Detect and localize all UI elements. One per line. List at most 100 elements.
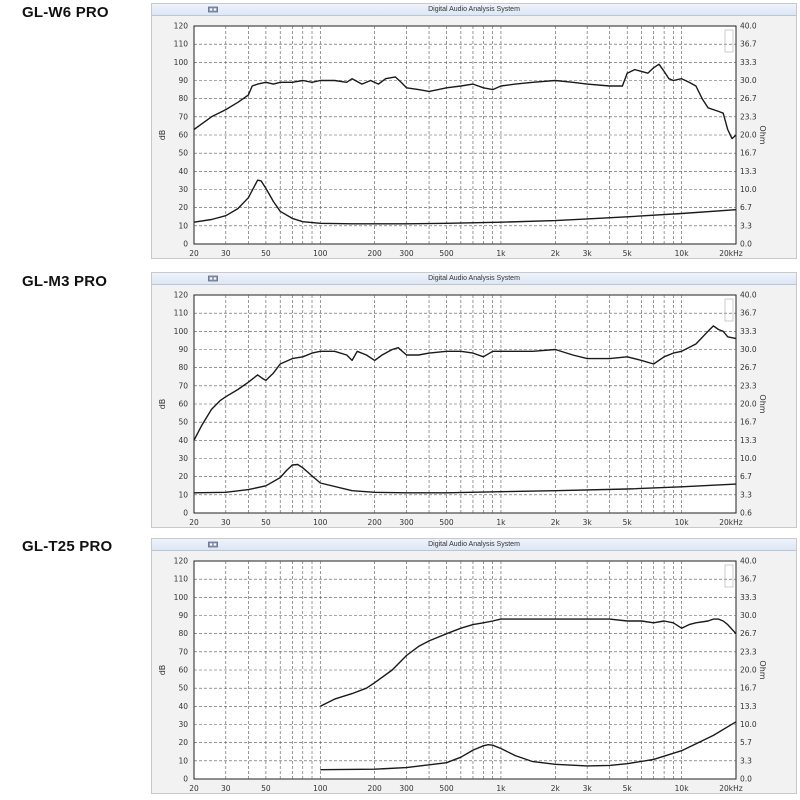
y-tick-label: 70 [178, 112, 188, 121]
y-axis-label: dB [158, 665, 167, 676]
y-tick-label: 120 [174, 291, 189, 300]
y2-tick-label: 33.3 [740, 58, 757, 67]
app-icon [208, 6, 218, 13]
y2-tick-label: 26.7 [740, 94, 757, 103]
x-tick-label: 20kHz [719, 784, 743, 793]
y2-tick-label: 16.7 [740, 418, 757, 427]
y2-tick-label: 33.3 [740, 593, 757, 602]
y-tick-label: 60 [178, 666, 188, 675]
y-tick-label: 120 [174, 22, 189, 31]
x-tick-label: 300 [399, 784, 414, 793]
x-tick-label: 100 [313, 249, 328, 258]
y2-tick-label: 13.3 [740, 436, 757, 445]
y-tick-label: 50 [178, 149, 188, 158]
x-tick-label: 500 [439, 518, 454, 527]
y2-tick-label: 36.7 [740, 309, 757, 318]
y2-tick-label: 23.3 [740, 112, 757, 121]
model-title-2: GL-M3 PRO [22, 273, 108, 290]
x-tick-label: 20 [189, 784, 199, 793]
x-tick-label: 300 [399, 518, 414, 527]
y2-tick-label: 10.0 [740, 454, 757, 463]
impedance-curve [320, 721, 737, 771]
y-tick-label: 20 [178, 203, 188, 212]
y-tick-label: 10 [178, 756, 188, 765]
y-tick-label: 0 [183, 509, 188, 518]
y-tick-label: 60 [178, 400, 188, 409]
y2-tick-label: 6.7 [740, 203, 752, 212]
y2-tick-label: 10.0 [740, 720, 757, 729]
y-tick-label: 40 [178, 436, 188, 445]
y-tick-label: 100 [174, 58, 189, 67]
frequency-response-chart: 0 10 20 30 40 50 60 70 80 90 100 110 120 0.6 3.3 6.7 10.… [158, 291, 767, 528]
frequency-response-curve [319, 618, 737, 707]
window-titlebar: Digital Audio Analysis System [152, 4, 796, 16]
y2-tick-label: 16.7 [740, 684, 757, 693]
y-tick-label: 20 [178, 472, 188, 481]
x-tick-label: 50 [261, 518, 271, 527]
y2-tick-label: 23.3 [740, 381, 757, 390]
x-tick-label: 5k [623, 784, 633, 793]
y-tick-label: 10 [178, 490, 188, 499]
y-tick-label: 70 [178, 647, 188, 656]
y2-tick-label: 3.3 [740, 490, 752, 499]
y2-axis-label: Ohm [758, 660, 767, 679]
y2-tick-label: 26.7 [740, 363, 757, 372]
impedance-curve [193, 179, 737, 225]
window-title: Digital Audio Analysis System [428, 6, 520, 13]
y-tick-label: 20 [178, 738, 188, 747]
y-axis-label: dB [158, 399, 167, 410]
x-tick-label: 200 [368, 518, 383, 527]
y2-tick-label: 6.7 [740, 472, 752, 481]
y2-tick-label: 5.7 [740, 738, 752, 747]
x-tick-label: 5k [623, 249, 633, 258]
y-tick-label: 40 [178, 167, 188, 176]
x-tick-label: 1k [496, 784, 506, 793]
x-tick-label: 2k [551, 249, 561, 258]
x-tick-label: 20kHz [719, 518, 743, 527]
x-tick-label: 200 [368, 784, 383, 793]
x-tick-label: 500 [439, 249, 454, 258]
x-tick-label: 100 [313, 784, 328, 793]
app-icon [208, 541, 218, 548]
y2-tick-label: 30.0 [740, 345, 757, 354]
frequency-response-curve [193, 63, 737, 140]
y2-tick-label: 0.0 [740, 775, 752, 784]
y2-tick-label: 3.3 [740, 221, 752, 230]
frequency-response-chart: 0 10 20 30 40 50 60 70 80 90 100 110 120 0.0 3.3 6.7 10.… [158, 22, 767, 259]
x-tick-label: 30 [221, 784, 231, 793]
x-tick-label: 1k [496, 518, 506, 527]
y2-tick-label: 33.3 [740, 327, 757, 336]
y-tick-label: 30 [178, 185, 188, 194]
y-tick-label: 0 [183, 240, 188, 249]
y-tick-label: 90 [178, 345, 188, 354]
y2-tick-label: 3.3 [740, 756, 752, 765]
window-title: Digital Audio Analysis System [428, 275, 520, 282]
y-tick-label: 30 [178, 720, 188, 729]
y-axis-label: dB [158, 130, 167, 141]
y2-axis-label: Ohm [758, 125, 767, 144]
frequency-response-curve [193, 325, 737, 441]
y-tick-label: 70 [178, 381, 188, 390]
y-tick-label: 30 [178, 454, 188, 463]
window-title: Digital Audio Analysis System [428, 541, 520, 548]
y2-tick-label: 20.0 [740, 131, 757, 140]
y-tick-label: 0 [183, 775, 188, 784]
x-tick-label: 2k [551, 784, 561, 793]
y2-tick-label: 36.7 [740, 40, 757, 49]
y2-tick-label: 23.3 [740, 647, 757, 656]
y2-tick-label: 0.0 [740, 240, 752, 249]
y-tick-label: 80 [178, 629, 188, 638]
analyzer-logo-icon [724, 564, 734, 588]
analysis-window-2: Digital Audio Analysis System 0 10 20 30 40 5… [151, 272, 797, 528]
y2-tick-label: 20.0 [740, 666, 757, 675]
x-tick-label: 1k [496, 249, 506, 258]
impedance-curve [193, 463, 737, 494]
y-tick-label: 110 [174, 40, 189, 49]
analysis-window-3: Digital Audio Analysis System 0 10 20 30 40 5… [151, 538, 797, 794]
model-title-1: GL-W6 PRO [22, 4, 109, 21]
window-titlebar: Digital Audio Analysis System [152, 273, 796, 285]
y-tick-label: 50 [178, 684, 188, 693]
frequency-response-chart: 0 10 20 30 40 50 60 70 80 90 100 110 120 0.0 3.3 5.7 10.… [158, 557, 767, 794]
analyzer-logo-icon [724, 29, 734, 53]
x-tick-label: 10k [675, 249, 690, 258]
